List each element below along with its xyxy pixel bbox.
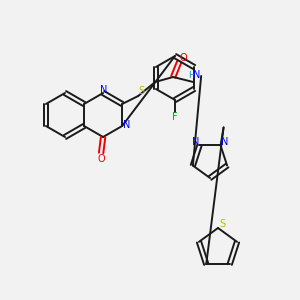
Text: N: N [100, 85, 108, 95]
Text: S: S [138, 86, 144, 96]
Text: O: O [97, 154, 105, 164]
Text: O: O [179, 53, 187, 63]
Text: N: N [192, 137, 199, 147]
Text: N: N [124, 120, 131, 130]
Text: N: N [221, 137, 228, 147]
Text: F: F [172, 112, 178, 122]
Text: S: S [219, 219, 225, 229]
Text: H: H [188, 70, 194, 80]
Text: N: N [194, 70, 201, 80]
